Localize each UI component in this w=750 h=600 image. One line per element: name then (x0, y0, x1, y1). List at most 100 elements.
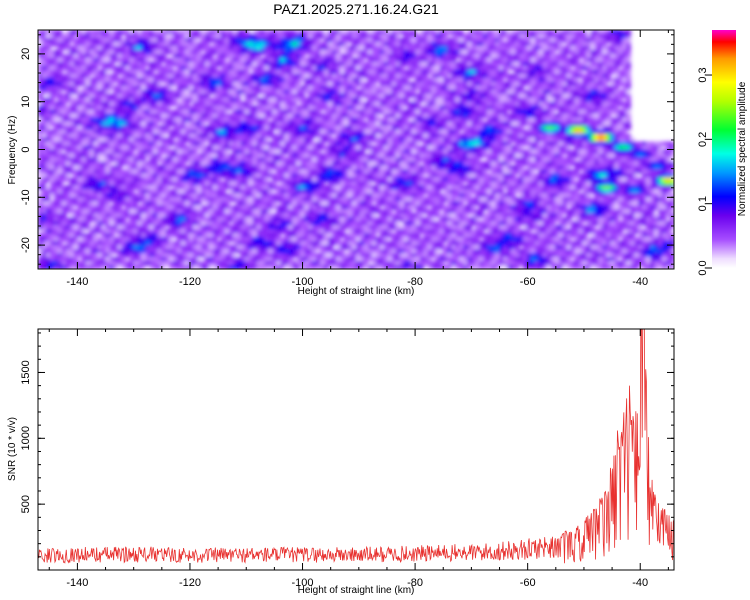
heatmap-cell (200, 77, 206, 83)
heatmap-cell (85, 37, 91, 43)
heatmap-cell (530, 53, 536, 59)
heatmap-cell (129, 33, 135, 39)
heatmap-cell (185, 33, 190, 39)
heatmap-cell (554, 157, 560, 163)
heatmap-cell (181, 30, 186, 35)
heatmap-cell (439, 121, 445, 127)
heatmap-cell (415, 117, 421, 123)
heatmap-cell (602, 33, 608, 39)
heatmap-cell (427, 65, 433, 71)
heatmap-cell (499, 121, 504, 127)
heatmap-cell (173, 73, 178, 79)
heatmap-cell (622, 73, 627, 79)
heatmap-cell (65, 133, 71, 139)
heatmap-cell (200, 105, 206, 111)
heatmap-cell (614, 49, 619, 55)
heatmap-cell (391, 65, 397, 71)
heatmap-cell (395, 149, 401, 155)
heatmap-cell (367, 153, 373, 159)
heatmap-cell (316, 41, 321, 47)
heatmap-cell (431, 109, 437, 115)
heatmap-cell (570, 117, 576, 123)
heatmap-cell (546, 61, 552, 67)
heatmap-cell (268, 93, 274, 99)
heatmap-cell (153, 45, 158, 51)
heatmap-cell (224, 105, 230, 111)
heatmap-cell (332, 101, 337, 107)
heatmap-cell (69, 85, 75, 91)
heatmap-cell (435, 137, 441, 143)
heatmap-cell (427, 30, 433, 35)
heatmap-cell (602, 41, 608, 47)
heatmap-cell (208, 101, 214, 107)
heatmap-cell (439, 137, 445, 143)
heatmap-cell (193, 85, 198, 91)
heatmap-cell (137, 101, 142, 107)
heatmap-cell (129, 117, 135, 123)
heatmap-cell (467, 149, 472, 155)
heatmap-cell (542, 93, 548, 99)
heatmap-cell (518, 125, 524, 131)
heatmap-cell (534, 57, 540, 63)
heatmap-cell (65, 157, 71, 163)
heatmap-cell (415, 149, 421, 155)
heatmap-cell (300, 89, 305, 95)
heatmap-cell (562, 109, 568, 115)
heatmap-cell (256, 125, 262, 131)
heatmap-cell (133, 141, 138, 147)
heatmap-cell (129, 101, 135, 107)
heatmap-cell (244, 157, 250, 163)
heatmap-cell (610, 105, 615, 111)
heatmap-cell (367, 137, 373, 143)
heatmap-cell (177, 33, 182, 39)
heatmap-cell (169, 73, 174, 79)
heatmap-cell (93, 149, 99, 155)
heatmap-cell (626, 153, 631, 159)
heatmap-cell (260, 65, 266, 71)
heatmap-cell (189, 73, 194, 79)
heatmap-cell (220, 93, 226, 99)
heatmap-cell (300, 117, 305, 123)
heatmap-cell (41, 89, 47, 95)
heatmap-cell (503, 85, 508, 91)
heatmap-cell (590, 101, 596, 107)
heatmap-cell (177, 61, 182, 67)
heatmap-cell (495, 125, 500, 131)
heatmap-cell (296, 153, 301, 159)
heatmap-cell (614, 53, 619, 59)
heatmap-cell (272, 97, 278, 103)
heatmap-cell (570, 77, 576, 83)
heatmap-cell (538, 49, 544, 55)
heatmap-cell (340, 145, 345, 151)
heatmap-cell (542, 65, 548, 71)
heatmap-cell (133, 133, 138, 139)
heatmap-cell (41, 33, 47, 39)
heatmap-cell (435, 161, 441, 167)
heatmap-cell (348, 49, 353, 55)
heatmap-cell (304, 117, 309, 123)
heatmap-cell (594, 30, 600, 35)
heatmap-cell (224, 53, 230, 59)
heatmap-cell (236, 41, 242, 47)
heatmap-cell (332, 153, 337, 159)
heatmap-cell (45, 121, 51, 127)
heatmap-cell (65, 81, 71, 87)
heatmap-cell (363, 53, 369, 59)
heatmap-cell (224, 97, 230, 103)
heatmap-cell (149, 109, 154, 115)
heatmap-cell (316, 49, 321, 55)
heatmap-cell (280, 101, 286, 107)
heatmap-cell (284, 137, 290, 143)
heatmap-cell (431, 49, 437, 55)
heatmap-cell (117, 149, 123, 155)
heatmap-cell (292, 33, 297, 39)
heatmap-cell (511, 105, 516, 111)
heatmap-cell (61, 157, 67, 163)
heatmap-cell (566, 37, 572, 43)
heatmap-cell (197, 33, 202, 39)
heatmap-cell (550, 129, 556, 135)
heatmap-cell (610, 141, 615, 147)
heatmap-cell (522, 49, 528, 55)
heatmap-cell (73, 45, 79, 51)
heatmap-cell (129, 145, 135, 151)
